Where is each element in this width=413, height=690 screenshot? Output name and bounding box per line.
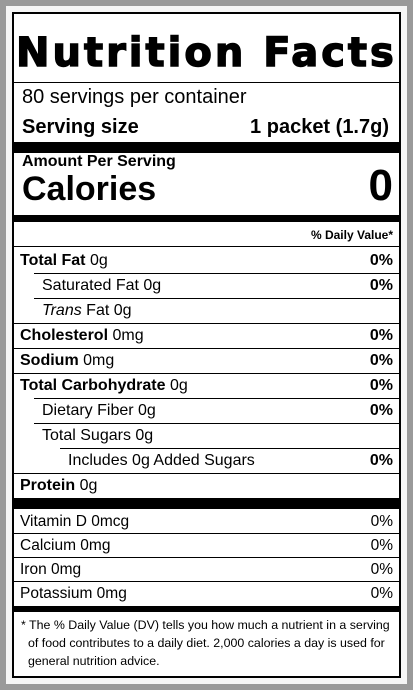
divider [14,82,399,83]
nutrient-dv: 0% [369,352,393,369]
nutrient-amount: 0g [143,277,162,294]
divider [14,557,399,558]
nutrient-row-total-sugars: Total Sugars 0g [42,426,393,446]
nutrient-row-protein: Protein 0g [20,476,393,496]
vitamin-dv: 0% [370,585,393,602]
medium-divider [14,215,399,222]
amount-per-serving: Amount Per Serving [22,153,176,170]
divider [34,398,399,399]
vitamin-row-vitamin-d: Vitamin D 0mcg 0% [20,512,393,532]
nutrient-amount: 0g [89,252,108,269]
divider [14,246,399,247]
divider [14,323,399,324]
vitamin-name: Vitamin D 0mcg [20,513,130,530]
divider [14,348,399,349]
nutrient-name: Saturated Fat [42,277,139,294]
vitamin-dv: 0% [370,513,393,530]
nutrient-row-trans-fat: Trans Fat 0g [42,301,393,321]
vitamin-row-potassium: Potassium 0mg 0% [20,584,393,604]
nutrient-dv: 0% [369,452,393,469]
nutrient-amount: 0g [138,402,156,419]
serving-size-row: Serving size 1 packet (1.7g) [22,115,393,139]
thick-divider [14,498,399,509]
vitamin-name: Iron 0mg [20,561,82,578]
vitamin-name: Potassium 0mg [20,585,127,602]
nutrient-row-added-sugars: Includes 0g Added Sugars 0% [68,451,393,471]
calories-value: 0 [368,161,393,210]
nutrient-amount: 0g [135,427,154,444]
calories-label: Calories [22,170,157,208]
nutrient-name: Total Carbohydrate [20,377,166,394]
label-title: Nutrition Facts [15,29,397,76]
nutrient-name: Includes 0g Added Sugars [68,452,255,469]
medium-divider [14,606,399,612]
vitamin-row-calcium: Calcium 0mg 0% [20,536,393,556]
servings-per-container: 80 servings per container [22,86,247,108]
nutrient-row-total-fat: Total Fat 0g 0% [20,251,393,271]
nutrient-name: Sodium [20,352,79,369]
nutrient-name: Protein [20,477,76,494]
nutrient-amount: 0g [79,477,98,494]
nutrient-row-sodium: Sodium 0mg 0% [20,351,393,371]
serving-size-value: 1 packet (1.7g) [250,116,389,138]
divider [34,273,399,274]
nutrient-dv: 0% [369,252,393,269]
nutrient-row-total-carbohydrate: Total Carbohydrate 0g 0% [20,376,393,396]
nutrient-row-saturated-fat: Saturated Fat 0g 0% [42,276,393,296]
divider [14,581,399,582]
nutrient-amount: 0mg [83,352,115,369]
nutrient-name: Total Sugars [42,427,131,444]
nutrient-name: Dietary Fiber [42,402,134,419]
footnote: * The % Daily Value (DV) tells you how m… [21,618,390,668]
divider [34,423,399,424]
nutrient-amount: 0mg [112,327,144,344]
divider [14,373,399,374]
divider [14,533,399,534]
nutrient-row-dietary-fiber: Dietary Fiber 0g 0% [42,401,393,421]
nutrition-facts-label: Nutrition Facts 80 servings per containe… [12,12,401,678]
nutrient-amount: Fat 0g [86,302,132,319]
daily-value-header: % Daily Value* [310,228,393,242]
nutrient-dv: 0% [369,402,393,419]
vitamin-dv: 0% [370,537,393,554]
divider [34,298,399,299]
divider [14,473,399,474]
serving-size-label: Serving size [22,116,139,138]
divider [60,448,399,449]
nutrient-name: Cholesterol [20,327,109,344]
nutrient-dv: 0% [369,327,393,344]
nutrient-name: Total Fat [20,252,86,269]
nutrient-dv: 0% [369,377,393,394]
vitamin-name: Calcium 0mg [20,537,111,554]
vitamin-row-iron: Iron 0mg 0% [20,560,393,580]
nutrient-amount: 0g [169,377,188,394]
nutrient-name: Trans [42,302,82,319]
nutrient-row-cholesterol: Cholesterol 0mg 0% [20,326,393,346]
nutrient-dv: 0% [369,277,393,294]
vitamin-dv: 0% [370,561,393,578]
thick-divider [14,142,399,153]
